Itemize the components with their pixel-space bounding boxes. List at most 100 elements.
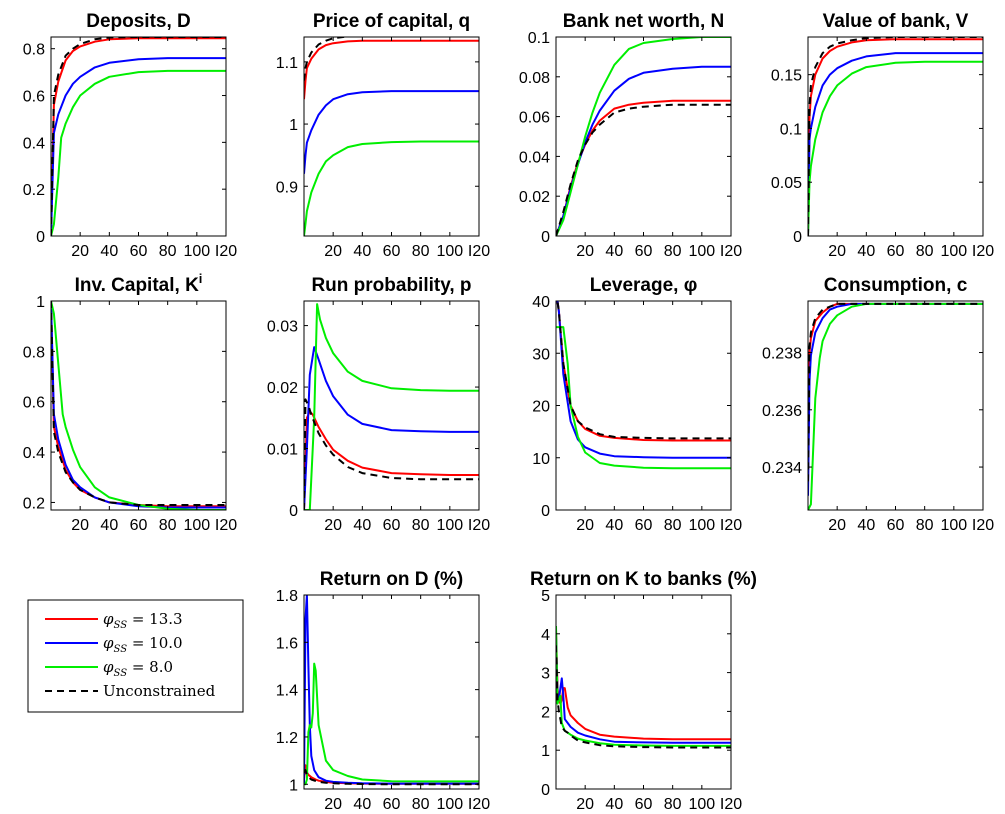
x-tick-label: 40	[605, 796, 623, 813]
x-tick-label: 40	[353, 517, 371, 534]
x-tick-label: 80	[916, 243, 934, 260]
y-tick-label: 0.1	[528, 30, 550, 47]
x-tick-label: 100	[688, 517, 715, 534]
plot-area	[304, 301, 479, 510]
x-tick-label: 20	[71, 243, 89, 260]
y-tick-label: 10	[532, 451, 550, 468]
y-tick-label: 5	[541, 588, 550, 605]
x-tick-label: 40	[857, 517, 875, 534]
x-tick-label: 80	[664, 796, 682, 813]
y-tick-label: 0.2	[23, 495, 45, 512]
panel-title: Price of capital, q	[313, 11, 470, 32]
y-tick-label: 0.6	[23, 395, 45, 412]
x-tick-label: 80	[916, 517, 934, 534]
x-tick-label: 40	[100, 243, 118, 260]
x-tick-label: I20	[215, 243, 237, 260]
y-tick-label: 0.8	[23, 42, 45, 59]
x-tick-label: 60	[130, 517, 148, 534]
y-tick-label: 0.8	[23, 344, 45, 361]
plot-area	[556, 595, 731, 789]
x-tick-label: 40	[605, 517, 623, 534]
x-tick-label: 100	[688, 243, 715, 260]
y-tick-label: 0.15	[771, 68, 802, 85]
plot-area	[51, 301, 226, 510]
x-tick-label: 80	[159, 243, 177, 260]
x-tick-label: I20	[972, 243, 994, 260]
x-tick-label: 100	[436, 243, 463, 260]
y-tick-label: 40	[532, 294, 550, 311]
panel-5: 0.2 0.4 0.6 0.8 1 20 40 60 80 100 I20 Inv. Capital,…	[23, 271, 237, 534]
panel-title: Consumption, c	[824, 275, 968, 296]
y-tick-label: 20	[532, 399, 550, 416]
x-tick-label: 80	[412, 517, 430, 534]
panel-3: 0 0.02 0.04 0.06 0.08 0.1 20 40 60 80 100 I20 Bank n…	[519, 11, 742, 260]
legend: φSS = 13.3 φSS = 10.0 φSS = 8.0 Unconstr…	[28, 600, 243, 712]
panel-title: Leverage, φ	[590, 275, 698, 296]
x-tick-label: 40	[100, 517, 118, 534]
y-tick-label: 0.236	[762, 403, 802, 420]
x-tick-label: 20	[828, 243, 846, 260]
x-tick-label: 20	[576, 243, 594, 260]
y-tick-label: 1	[36, 294, 45, 311]
x-tick-label: I20	[215, 517, 237, 534]
plot-area	[808, 301, 983, 510]
x-tick-label: 60	[635, 796, 653, 813]
x-tick-label: 60	[635, 517, 653, 534]
x-tick-label: I20	[972, 517, 994, 534]
x-tick-label: 100	[436, 796, 463, 813]
panel-9: 1 1.2 1.4 1.6 1.8 20 40 60 80 100 I20 Return on D (…	[276, 569, 490, 813]
x-tick-label: 20	[576, 517, 594, 534]
x-tick-label: 100	[183, 243, 210, 260]
title-superscript: i	[199, 271, 203, 286]
y-tick-label: 0.08	[519, 70, 550, 87]
plot-area	[304, 37, 479, 236]
x-tick-label: 100	[688, 796, 715, 813]
x-tick-label: 20	[324, 243, 342, 260]
x-tick-label: 60	[383, 517, 401, 534]
y-tick-label: 0.01	[267, 442, 298, 459]
y-tick-label: 1.2	[276, 730, 298, 747]
x-tick-label: 80	[159, 517, 177, 534]
y-tick-label: 0.9	[276, 179, 298, 196]
x-tick-label: 80	[412, 243, 430, 260]
y-tick-label: 0.06	[519, 110, 550, 127]
x-tick-label: 40	[353, 796, 371, 813]
x-tick-label: 80	[412, 796, 430, 813]
panel-6: 0 0.01 0.02 0.03 20 40 60 80 100 I20 Run probabili…	[267, 275, 490, 534]
panel-title: Inv. Capital, Ki	[75, 271, 203, 296]
x-tick-label: 60	[383, 243, 401, 260]
x-tick-label: 80	[664, 243, 682, 260]
x-tick-label: 80	[664, 517, 682, 534]
x-tick-label: 60	[130, 243, 148, 260]
legend-label-black: Unconstrained	[103, 682, 216, 700]
y-tick-label: 0.1	[780, 121, 802, 138]
y-tick-label: 0.02	[267, 380, 298, 397]
y-tick-label: 0	[793, 229, 802, 246]
x-tick-label: I20	[720, 796, 742, 813]
y-tick-label: 0	[36, 229, 45, 246]
x-tick-label: 20	[324, 796, 342, 813]
panel-title: Run probability, p	[311, 275, 471, 296]
x-tick-label: 60	[383, 796, 401, 813]
y-tick-label: 1.1	[276, 55, 298, 72]
y-tick-label: 0.238	[762, 346, 802, 363]
y-tick-label: 0.05	[771, 175, 802, 192]
x-tick-label: 20	[71, 517, 89, 534]
y-tick-label: 1.6	[276, 635, 298, 652]
y-tick-label: 0.4	[23, 445, 45, 462]
y-tick-label: 0.02	[519, 189, 550, 206]
y-tick-label: 0.04	[519, 149, 550, 166]
x-tick-label: 20	[828, 517, 846, 534]
legend-label-green: φSS = 8.0	[103, 658, 173, 679]
x-tick-label: I20	[468, 796, 490, 813]
x-tick-label: 40	[857, 243, 875, 260]
panel-4: 0 0.05 0.1 0.15 20 40 60 80 100 I20 Value of bank,…	[771, 11, 994, 260]
x-tick-label: 100	[940, 517, 967, 534]
panel-title: Bank net worth, N	[563, 11, 725, 32]
x-tick-label: 60	[635, 243, 653, 260]
y-tick-label: 30	[532, 346, 550, 363]
panel-title: Deposits, D	[86, 11, 191, 32]
x-tick-label: I20	[720, 243, 742, 260]
x-tick-label: I20	[720, 517, 742, 534]
